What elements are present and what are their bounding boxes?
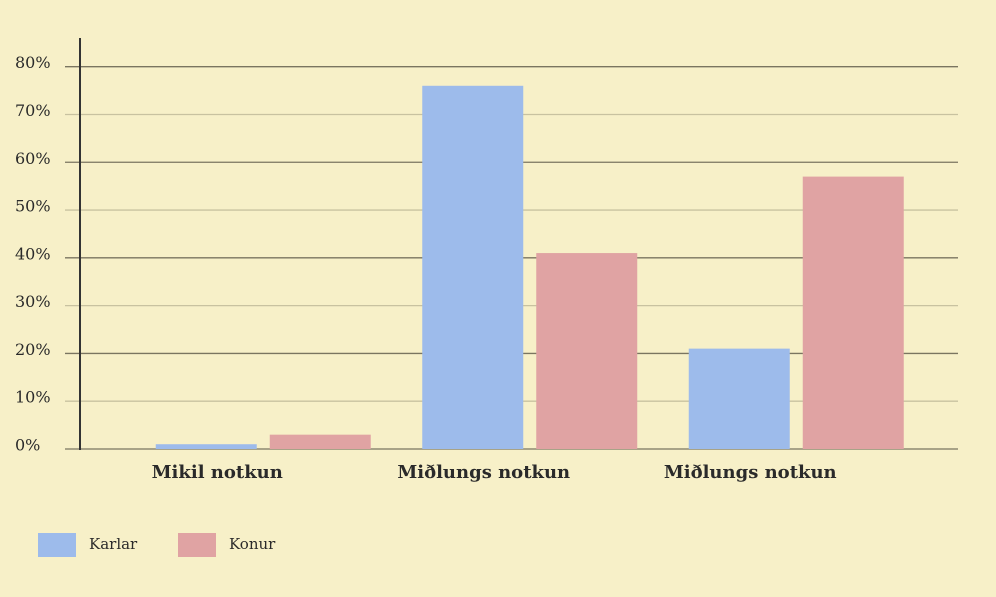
legend-label: Konur [229, 535, 276, 553]
bar [155, 444, 257, 449]
x-tick-label: Mikil notkun [152, 462, 283, 483]
x-tick-label: Miðlungs notkun [664, 462, 837, 483]
bar [422, 85, 524, 449]
bar [269, 434, 371, 449]
y-tick-label: 10% [15, 388, 51, 407]
y-tick-label: 40% [15, 244, 51, 263]
bar [536, 253, 638, 449]
y-tick-label: 30% [15, 292, 51, 311]
legend-swatch [38, 533, 76, 557]
legend-swatch [178, 533, 216, 557]
bar [688, 348, 790, 449]
x-tick-label: Miðlungs notkun [397, 462, 570, 483]
bar [802, 176, 904, 449]
y-tick-label: 70% [15, 101, 51, 120]
y-tick-label: 50% [15, 197, 51, 216]
y-tick-label: 20% [15, 340, 51, 359]
y-tick-label: 0% [15, 436, 40, 455]
y-tick-label: 60% [15, 149, 51, 168]
y-tick-label: 80% [15, 53, 51, 72]
legend-label: Karlar [89, 535, 138, 553]
